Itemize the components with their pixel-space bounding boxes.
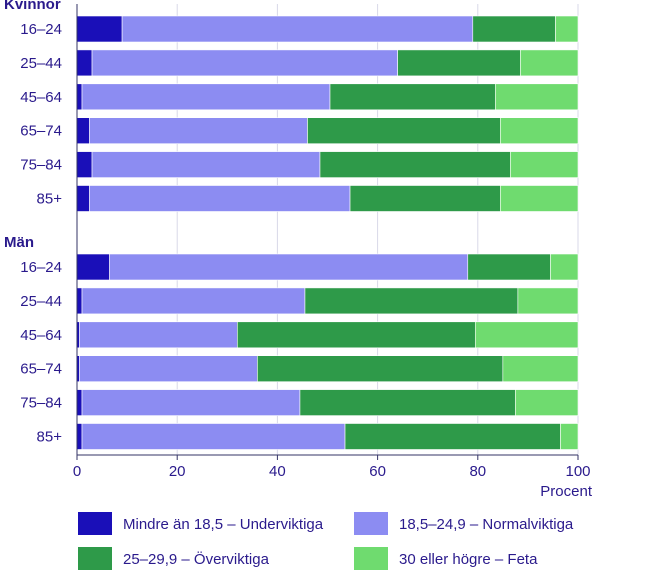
category-label: 25–44 (20, 293, 62, 310)
bar-segment (76, 253, 110, 281)
category-label: 25–44 (20, 55, 62, 72)
category-label: 75–84 (20, 157, 62, 174)
bar-segment (76, 83, 83, 111)
bar-segment (237, 321, 476, 349)
bar-segment (307, 117, 501, 144)
bar-segment (76, 287, 83, 315)
bar-segment (510, 151, 579, 178)
group-label: Män (4, 234, 34, 251)
category-label: 85+ (37, 191, 63, 208)
category-label: 75–84 (20, 395, 62, 412)
bar-segment (329, 83, 496, 111)
bar-segment (89, 117, 308, 144)
category-label: 45–64 (20, 89, 62, 106)
bar-segment (344, 423, 561, 450)
bar-segment (79, 355, 258, 383)
category-label: 16–24 (20, 259, 62, 276)
bar-segment (76, 389, 83, 416)
bar-segment (500, 117, 579, 144)
legend-swatch (354, 512, 388, 535)
bar-segment (502, 355, 579, 383)
bar-segment (397, 49, 521, 77)
category-labels: Kvinnor 16–24 25–44 45–64 65–74 75–84 85+ Män 16… (4, 0, 62, 446)
bar-segment (76, 151, 93, 178)
x-tick-label: 60 (369, 463, 386, 480)
bar-segment (550, 253, 579, 281)
category-label: 65–74 (20, 361, 62, 378)
bar-segment (500, 185, 579, 212)
bar-segment (257, 355, 504, 383)
bar-segment (91, 151, 321, 178)
bar-segment (81, 287, 306, 315)
bar-segment (76, 185, 90, 212)
bar-segment (515, 389, 579, 416)
category-label: 45–64 (20, 327, 62, 344)
bar-segment (81, 83, 331, 111)
bar-segment (517, 287, 579, 315)
legend-label: Mindre än 18,5 – Underviktiga (123, 516, 324, 533)
category-label: 85+ (37, 429, 63, 446)
x-tick-label: 0 (73, 463, 81, 480)
bar-segment (474, 321, 579, 349)
bar-segment (76, 117, 90, 144)
bar-segment (304, 287, 519, 315)
bar-segment (121, 15, 474, 43)
legend-swatch (78, 547, 112, 570)
bar-segment (472, 15, 556, 43)
bar-segment (76, 15, 123, 43)
bar-segment (520, 49, 579, 77)
bar-segment (76, 49, 93, 77)
legend-swatch (78, 512, 112, 535)
bars (76, 15, 579, 450)
x-tick-label: 80 (469, 463, 486, 480)
legend-label: 30 eller högre – Feta (399, 551, 538, 568)
bar-segment (109, 253, 469, 281)
bar-segment (555, 15, 579, 43)
bar-segment (319, 151, 511, 178)
bar-segment (349, 185, 501, 212)
bar-segment (560, 423, 579, 450)
legend: Mindre än 18,5 – Underviktiga 18,5–24,9 –… (78, 512, 574, 570)
bar-segment (81, 423, 346, 450)
x-axis: 0 20 40 60 80 100 (73, 4, 591, 480)
legend-swatch (354, 547, 388, 570)
legend-label: 18,5–24,9 – Normalviktiga (399, 516, 574, 533)
bar-segment (91, 49, 398, 77)
x-axis-label: Procent (540, 483, 593, 500)
category-label: 65–74 (20, 123, 62, 140)
category-label: 16–24 (20, 21, 62, 38)
x-tick-label: 100 (565, 463, 590, 480)
bar-segment (495, 83, 579, 111)
bar-segment (89, 185, 351, 212)
bar-segment (76, 423, 83, 450)
group-label: Kvinnor (4, 0, 61, 13)
bar-segment (299, 389, 516, 416)
legend-label: 25–29,9 – Överviktiga (123, 550, 270, 568)
bar-segment (79, 321, 238, 349)
bar-segment (467, 253, 551, 281)
x-tick-label: 40 (269, 463, 286, 480)
bar-segment (81, 389, 301, 416)
x-tick-label: 20 (169, 463, 186, 480)
